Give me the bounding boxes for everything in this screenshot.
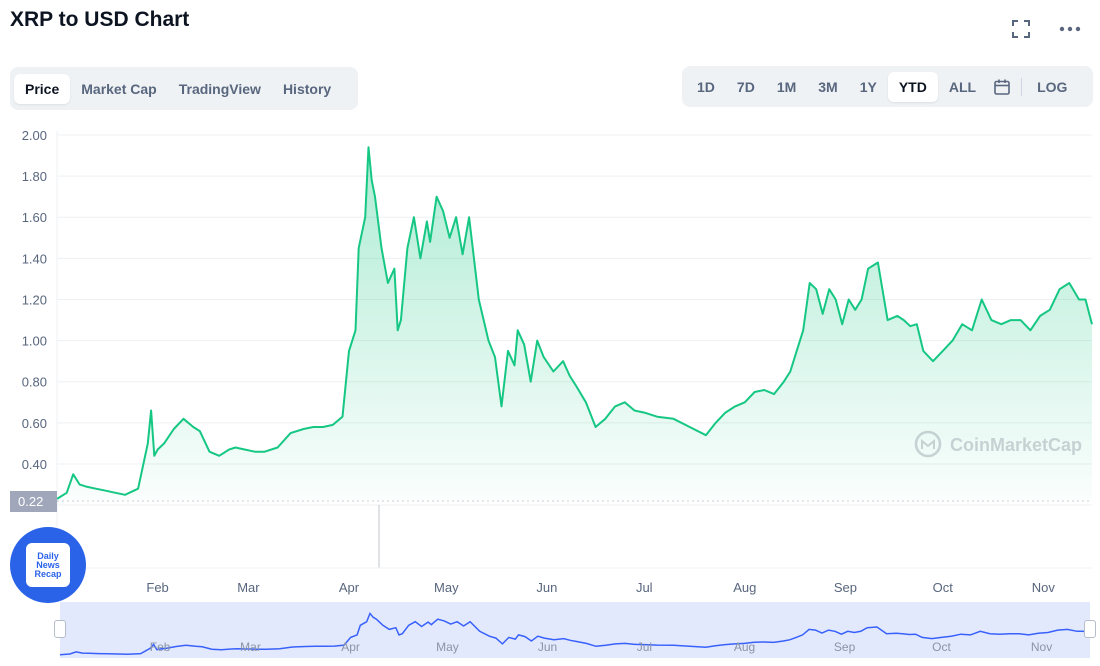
y-tick-label: 1.40 [22,251,47,266]
calendar-icon-glyph [994,79,1010,95]
tab-price[interactable]: Price [14,73,71,104]
range-7d[interactable]: 7D [736,78,755,95]
fullscreen-icon-glyph [1012,20,1030,38]
navigator-tick-label: Jun [538,640,557,654]
tab-history[interactable]: History [282,80,332,97]
current-price-label: 0.22 [18,494,43,509]
x-tick-label: Sep [834,580,857,595]
y-tick-label: 2.00 [22,128,47,143]
current-price-tag [10,491,57,512]
navigator-tick-label: Apr [341,640,360,654]
range-1m[interactable]: 1M [776,78,797,95]
navigator-tick-label: Nov [1031,640,1052,654]
navigator-left-handle[interactable] [54,620,66,638]
calendar-icon[interactable] [987,72,1017,102]
news-recap-badge[interactable]: Daily News Recap [10,527,86,603]
x-tick-label: Aug [733,580,756,595]
navigator-tick-label: Sep [834,640,856,654]
fullscreen-icon[interactable] [1008,16,1034,42]
watermark-text: CoinMarketCap [950,435,1082,455]
badge-line-3: Recap [34,568,62,579]
log-toggle[interactable]: LOG [1037,78,1068,95]
navigator-tick-label: Aug [734,640,755,654]
badge-line-1: Daily [37,550,59,561]
navigator-tick-label: Mar [240,640,261,654]
navigator-background [60,602,1090,658]
y-tick-label: 1.00 [22,334,47,349]
x-tick-label: Oct [933,580,954,595]
range-ytd[interactable]: YTD [887,71,938,102]
x-tick-label: Mar [237,580,260,595]
navigator-line [59,611,1091,656]
more-icon-glyph [1059,26,1081,32]
navigator-tick-label: Feb [150,640,171,654]
range-tab-group: 1D 7D 1M 3M 1Y YTD ALL LOG [682,66,1093,107]
coinmarketcap-logo-mark [921,438,935,449]
watermark: CoinMarketCap [914,430,1082,458]
x-tick-label: Jul [636,580,653,595]
y-tick-label: 1.20 [22,292,47,307]
view-tab-group: Price Market Cap TradingView History [10,67,358,110]
y-tick-label: 0.80 [22,375,47,390]
y-tick-label: 0.40 [22,457,47,472]
chart-title: XRP to USD Chart [10,8,190,31]
range-1y[interactable]: 1Y [859,78,877,95]
range-all[interactable]: ALL [948,78,977,95]
more-icon[interactable] [1057,16,1083,42]
price-line [56,146,1093,500]
tab-market-cap[interactable]: Market Cap [81,80,157,97]
navigator-tick-label: Oct [932,640,951,654]
navigator-right-handle[interactable] [1084,620,1096,638]
tab-tradingview[interactable]: TradingView [178,80,261,97]
y-tick-label: 1.60 [22,210,47,225]
x-tick-label: Nov [1032,580,1056,595]
range-1d[interactable]: 1D [697,78,715,95]
range-separator [1021,77,1023,96]
badge-line-2: News [36,559,60,570]
price-area [57,147,1092,502]
navigator-tick-label: Jul [637,640,652,654]
navigator-tick-label: May [436,640,459,654]
y-tick-label: 0.60 [22,416,47,431]
x-tick-label: Apr [339,580,360,595]
y-tick-label: 1.80 [22,169,47,184]
x-tick-label: Jun [536,580,557,595]
x-tick-label: May [434,580,459,595]
news-recap-badge-inner: Daily News Recap [26,543,70,587]
x-tick-label: Feb [146,580,168,595]
range-3m[interactable]: 3M [818,78,838,95]
coinmarketcap-logo-icon [914,430,942,458]
